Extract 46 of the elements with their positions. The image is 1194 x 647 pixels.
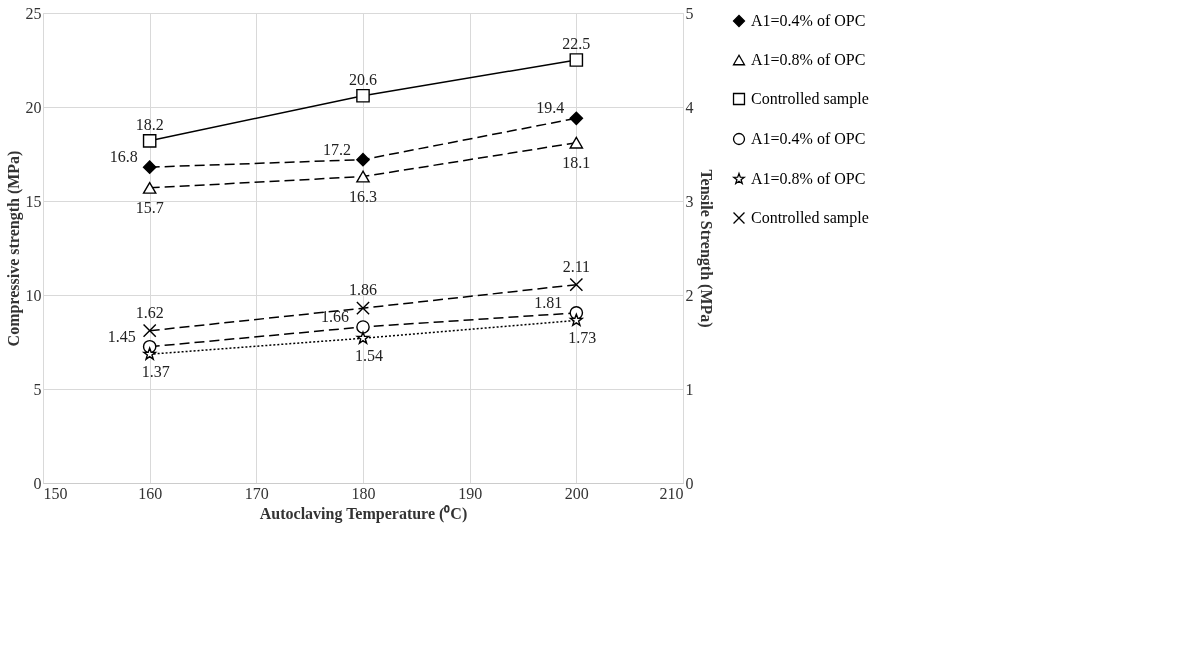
data-label: 19.4 [536,99,565,117]
x-tick-label: 170 [244,484,269,502]
y2-axis-title: Tensile Strength (MPa) [696,169,715,328]
y-tick-label: 20 [25,98,42,116]
y2-tick-label: 2 [685,286,694,304]
data-label: 20.6 [349,70,377,88]
y-tick-label: 0 [33,474,42,492]
legend-label: A1=0.8% of OPC [751,51,866,68]
data-label: 1.37 [141,363,170,381]
data-label: 18.1 [562,153,591,171]
x-tick-label: 190 [458,484,483,502]
legend-label: Controlled sample [751,90,869,108]
y-tick-label: 5 [33,380,42,398]
legend-label: Controlled sample [751,209,869,227]
data-label: 16.8 [109,148,138,166]
y-tick-label: 10 [25,286,42,304]
data-label: 1.73 [568,329,597,347]
data-label: 17.2 [323,140,351,158]
data-label: 1.81 [534,293,563,311]
x-tick-label: 150 [43,484,68,502]
x-tick-label: 200 [564,484,589,502]
data-label: 22.5 [562,35,591,52]
y-tick-label: 25 [25,4,42,22]
legend-label: A1=0.4% of OPC [751,130,866,147]
data-label: 2.11 [562,257,591,275]
data-label: 1.62 [135,303,164,321]
y2-tick-label: 4 [685,98,694,116]
legend-label: A1=0.8% of OPC [751,170,866,187]
legend-label: A1=0.4% of OPC [751,12,866,29]
y2-tick-label: 3 [685,192,694,210]
x-axis-title: Autoclaving Temperature (⁰C) [259,504,468,523]
y2-tick-label: 1 [685,380,694,398]
x-tick-label: 180 [351,484,376,502]
y-axis-title: Compressive strength (MPa) [4,150,23,347]
y2-tick-label: 0 [685,474,694,492]
data-label: 1.54 [355,347,383,365]
data-label: 1.86 [349,281,377,299]
data-label: 1.66 [321,307,349,325]
data-label: 18.2 [135,115,164,133]
y-tick-label: 15 [25,192,42,210]
data-label: 16.3 [349,187,377,205]
data-label: 15.7 [135,198,164,216]
x-tick-label: 160 [138,484,163,502]
data-label: 1.45 [107,327,136,345]
x-tick-label: 210 [659,484,684,502]
y2-tick-label: 5 [685,4,694,22]
